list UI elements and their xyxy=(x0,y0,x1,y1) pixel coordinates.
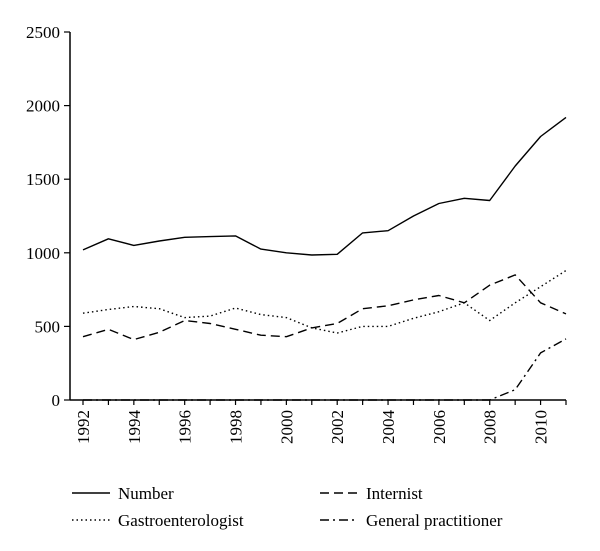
x-tick-label: 1992 xyxy=(74,410,93,444)
series-line-number xyxy=(82,116,567,256)
x-tick-label: 2002 xyxy=(328,410,347,444)
y-tick-label: 2000 xyxy=(26,97,60,116)
x-tick-label: 1996 xyxy=(176,410,195,444)
series-line-gastroenterologist xyxy=(82,269,567,334)
y-tick-label: 0 xyxy=(52,391,61,410)
x-tick-label: 2010 xyxy=(532,410,551,444)
x-tick-label: 1998 xyxy=(227,410,246,444)
legend-label: Internist xyxy=(366,484,423,503)
legend-label: Gastroenterologist xyxy=(118,511,244,530)
x-tick-label: 2004 xyxy=(379,410,398,445)
y-tick-label: 500 xyxy=(35,317,61,336)
y-tick-label: 1000 xyxy=(26,244,60,263)
axes: 0 500 1000 1500 2000 2500 1992 1994 1996 1998 2000… xyxy=(26,23,567,445)
y-tick-label: 1500 xyxy=(26,170,60,189)
legend-label: Number xyxy=(118,484,174,503)
legend-label: General practitioner xyxy=(366,511,503,530)
series-layer xyxy=(82,116,567,401)
series-line-general-practitioner xyxy=(83,338,567,401)
series-line-internist xyxy=(82,274,567,341)
x-tick-label: 1994 xyxy=(125,410,144,445)
x-tick-label: 2008 xyxy=(481,410,500,444)
x-tick-label: 2000 xyxy=(277,410,296,444)
legend: Number Internist Gastroenterologist General… xyxy=(72,484,503,530)
x-tick-label: 2006 xyxy=(430,410,449,444)
y-tick-label: 2500 xyxy=(26,23,60,42)
